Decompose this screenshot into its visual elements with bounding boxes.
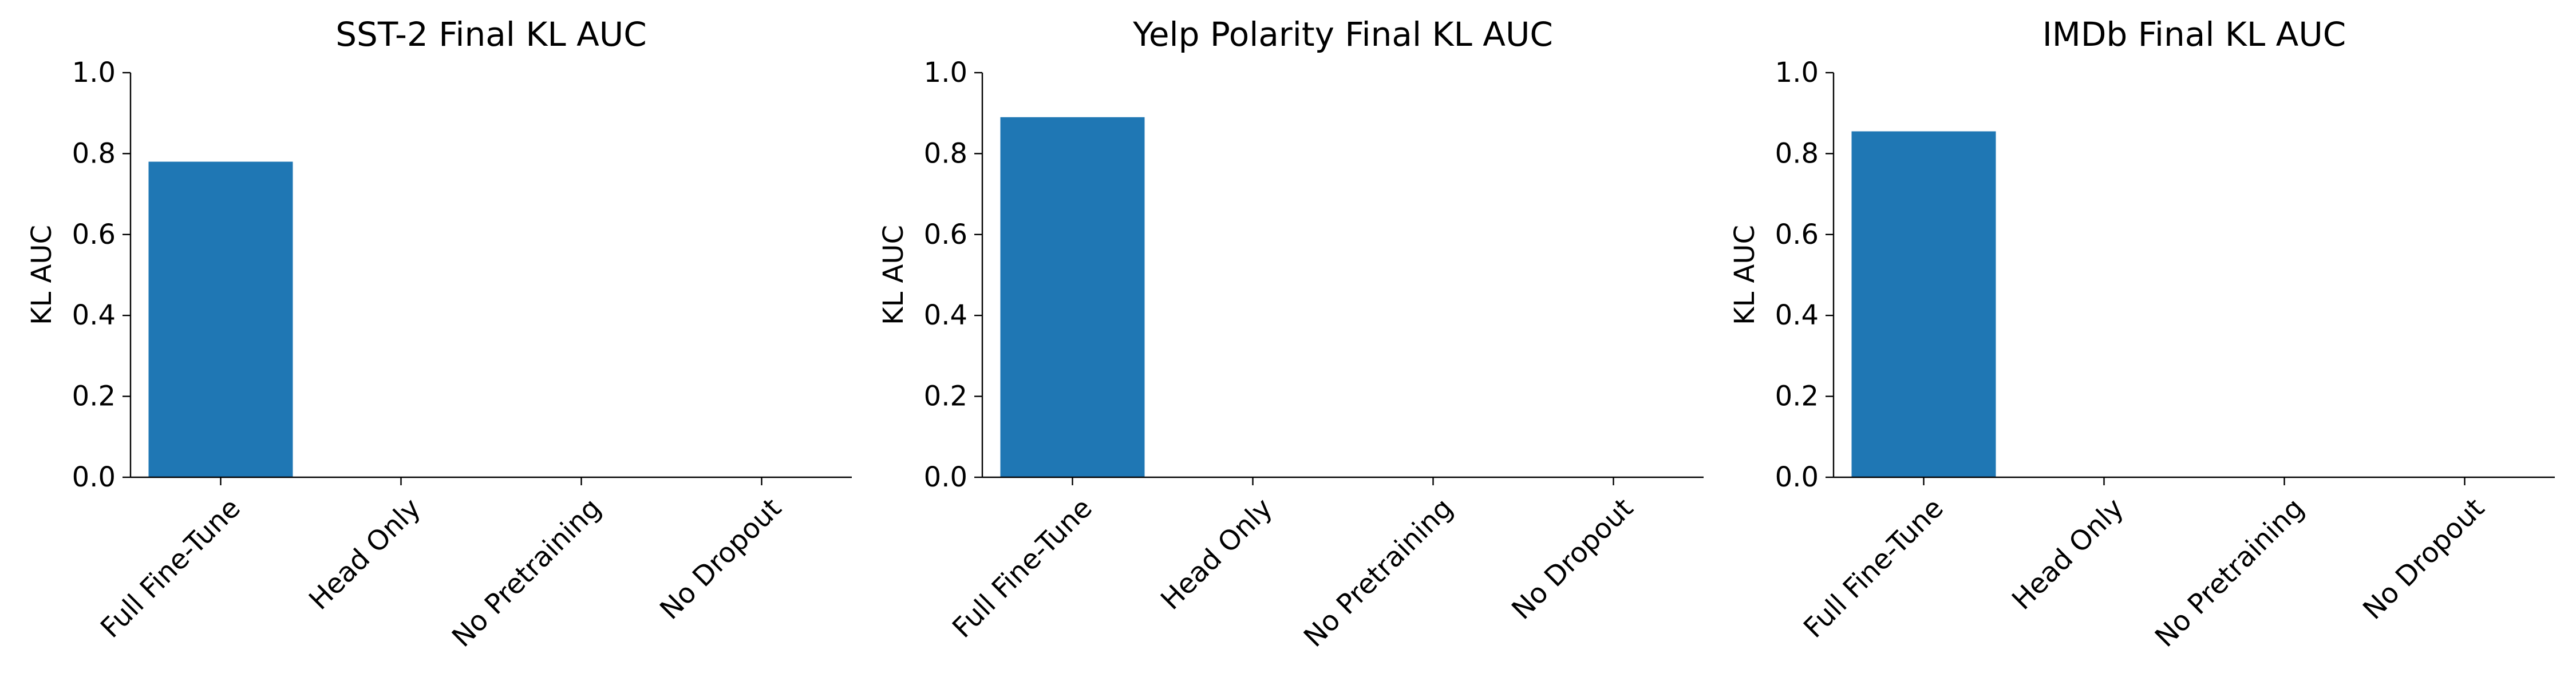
chart-panel-1: 0.0 0.2 0.4 0.6 0.8 1.0 Full Fine-Tune Head Onl…: [26, 15, 852, 654]
y-tick-label: 0.4: [1775, 299, 1819, 331]
y-tick-label: 0.0: [924, 461, 967, 493]
y-tick-label: 0.0: [72, 461, 116, 493]
y-tick-label: 0.2: [72, 381, 116, 413]
y-tick-label: 0.8: [72, 137, 116, 169]
y-tick-label: 1.0: [1775, 57, 1819, 89]
x-tick-label: No Dropout: [654, 492, 788, 626]
x-tick-label: Full Fine-Tune: [94, 492, 247, 644]
bar: [1851, 131, 1996, 477]
y-tick-label: 1.0: [72, 57, 116, 89]
bar: [148, 161, 293, 477]
y-tick-label: 0.2: [1775, 381, 1819, 413]
y-tick-label: 0.6: [72, 219, 116, 251]
x-tick-label: Head Only: [2006, 492, 2130, 616]
y-tick-label: 0.4: [72, 299, 116, 331]
x-tick-label: Full Fine-Tune: [946, 492, 1099, 644]
y-tick-label: 0.6: [1775, 219, 1819, 251]
y-tick-label: 0.6: [924, 219, 967, 251]
y-axis-label: KL AUC: [878, 225, 910, 325]
chart-title: IMDb Final KL AUC: [2042, 15, 2346, 54]
x-tick-label: No Dropout: [2357, 492, 2491, 626]
y-tick-label: 0.4: [924, 299, 967, 331]
chart-title: Yelp Polarity Final KL AUC: [1132, 15, 1553, 54]
x-tick-label: Full Fine-Tune: [1797, 492, 1950, 644]
x-tick-label: Head Only: [1155, 492, 1279, 616]
y-tick-label: 0.2: [924, 381, 967, 413]
chart-panel-2: 0.0 0.2 0.4 0.6 0.8 1.0 Full Fine-Tune Head Onl…: [878, 15, 1704, 654]
bar: [1000, 117, 1145, 477]
x-tick-label: No Pretraining: [2149, 492, 2310, 654]
y-axis-label: KL AUC: [26, 225, 58, 325]
x-tick-label: No Dropout: [1506, 492, 1639, 626]
y-tick-label: 0.8: [924, 137, 967, 169]
x-tick-label: Head Only: [303, 492, 427, 616]
chart-panel-3: 0.0 0.2 0.4 0.6 0.8 1.0 Full Fine-Tune Head Onl…: [1729, 15, 2555, 654]
x-tick-label: No Pretraining: [446, 492, 607, 654]
chart-title: SST-2 Final KL AUC: [335, 15, 647, 54]
y-axis-label: KL AUC: [1729, 225, 1761, 325]
x-tick-label: No Pretraining: [1298, 492, 1459, 654]
y-tick-label: 0.0: [1775, 461, 1819, 493]
y-tick-label: 0.8: [1775, 137, 1819, 169]
y-tick-label: 1.0: [924, 57, 967, 89]
